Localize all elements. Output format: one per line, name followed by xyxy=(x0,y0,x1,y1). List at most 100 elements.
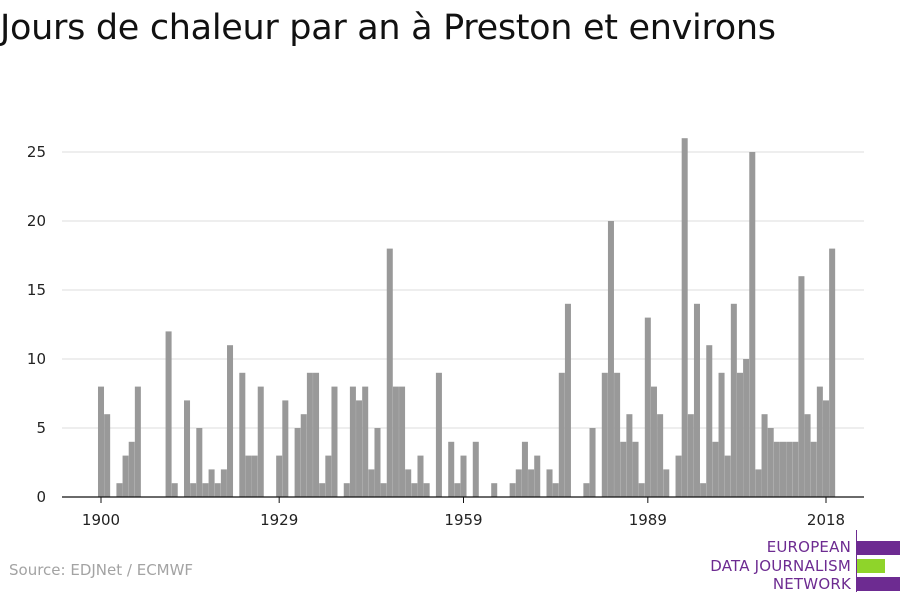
bars xyxy=(97,138,836,497)
bar-2006 xyxy=(749,152,756,497)
bar-1990 xyxy=(650,386,657,497)
logo-bar-green xyxy=(857,559,885,573)
bar-1923 xyxy=(239,372,246,497)
bar-1900 xyxy=(97,386,105,497)
bar-1945 xyxy=(374,428,381,497)
bar-1985 xyxy=(620,441,627,497)
bar-2009 xyxy=(767,428,774,497)
bar-2003 xyxy=(730,303,737,497)
bar-1948 xyxy=(392,386,399,497)
bar-1999 xyxy=(706,345,713,497)
gridlines xyxy=(62,151,864,429)
x-tick-label: 1929 xyxy=(260,511,298,529)
bar-2001 xyxy=(718,372,725,497)
bar-1955 xyxy=(435,372,442,497)
bar-1984 xyxy=(614,372,621,497)
y-tick-label: 15 xyxy=(27,281,46,299)
y-tick-label: 10 xyxy=(27,350,46,368)
logo-divider xyxy=(856,530,857,592)
bar-1974 xyxy=(552,483,559,497)
bar-1982 xyxy=(601,372,608,497)
bar-2015 xyxy=(804,414,811,497)
bar-1980 xyxy=(589,428,596,497)
bar-1901 xyxy=(104,414,111,497)
bar-1998 xyxy=(700,483,707,497)
bar-1994 xyxy=(675,455,682,497)
bar-1920 xyxy=(220,469,227,497)
bar-1959 xyxy=(460,455,467,497)
y-tick-label: 0 xyxy=(36,488,46,506)
bar-1919 xyxy=(214,483,221,497)
bar-1940 xyxy=(343,483,350,497)
bar-1961 xyxy=(472,441,479,497)
bar-1964 xyxy=(491,483,498,497)
edjnet-logo: EUROPEAN DATA JOURNALISM NETWORK xyxy=(700,530,900,594)
bar-1983 xyxy=(607,221,614,497)
x-tick-label: 2018 xyxy=(807,511,845,529)
bar-1932 xyxy=(294,428,301,497)
y-tick-label: 20 xyxy=(27,212,46,230)
bar-1968 xyxy=(515,469,522,497)
logo-line-3: NETWORK xyxy=(772,575,851,593)
bar-1921 xyxy=(227,345,234,497)
bar-1967 xyxy=(509,483,516,497)
bar-1991 xyxy=(657,414,664,497)
bar-1925 xyxy=(251,455,258,497)
bar-1936 xyxy=(319,483,326,497)
bar-2008 xyxy=(761,414,768,497)
bar-1915 xyxy=(190,483,197,497)
bar-1905 xyxy=(128,441,135,497)
bar-1953 xyxy=(423,483,430,497)
bar-1914 xyxy=(184,400,191,497)
source-note: Source: EDJNet / ECMWF xyxy=(9,561,194,579)
bar-1934 xyxy=(306,372,313,497)
bar-1911 xyxy=(165,331,172,497)
bar-1976 xyxy=(564,303,571,497)
bar-1958 xyxy=(454,483,461,497)
bar-1941 xyxy=(349,386,356,497)
bar-2011 xyxy=(779,441,787,497)
bar-2012 xyxy=(786,441,793,497)
bar-2005 xyxy=(743,359,750,497)
bar-1933 xyxy=(300,414,307,497)
bar-1942 xyxy=(356,400,363,497)
bar-1929 xyxy=(276,455,283,497)
bar-2018 xyxy=(822,400,830,497)
bar-1957 xyxy=(448,441,455,497)
bar-2002 xyxy=(724,455,731,497)
bar-2007 xyxy=(755,469,762,497)
bar-1946 xyxy=(380,483,387,497)
bar-1938 xyxy=(331,386,338,497)
bar-1904 xyxy=(122,455,129,497)
bar-2013 xyxy=(792,441,799,497)
x-tick-label: 1959 xyxy=(444,511,482,529)
bar-2010 xyxy=(773,441,780,497)
y-tick-label: 25 xyxy=(27,143,46,161)
bar-1971 xyxy=(534,455,541,497)
bar-2004 xyxy=(736,372,743,497)
bar-1988 xyxy=(638,483,645,497)
x-tick-label: 1900 xyxy=(82,511,120,529)
bar-1903 xyxy=(116,483,123,497)
bar-1975 xyxy=(558,372,565,497)
bar-2019 xyxy=(829,248,836,497)
bar-1970 xyxy=(528,469,535,497)
logo-line-1: EUROPEAN xyxy=(766,538,851,556)
bar-1935 xyxy=(313,372,320,497)
chart-title: Jours de chaleur par an à Preston et env… xyxy=(0,8,776,48)
bar-1979 xyxy=(583,483,590,497)
bar-1912 xyxy=(171,483,178,497)
bar-1906 xyxy=(134,386,141,497)
bar-1916 xyxy=(196,428,203,497)
logo-bar-purple-top xyxy=(857,541,900,555)
bar-1944 xyxy=(368,469,375,497)
bar-1992 xyxy=(663,469,670,497)
bar-1987 xyxy=(632,441,639,497)
logo-bar-purple-bottom xyxy=(857,577,900,591)
bar-2000 xyxy=(712,441,719,497)
bar-1973 xyxy=(546,469,553,497)
bar-1943 xyxy=(362,386,369,497)
bar-1949 xyxy=(399,386,406,497)
bar-1996 xyxy=(687,414,694,497)
